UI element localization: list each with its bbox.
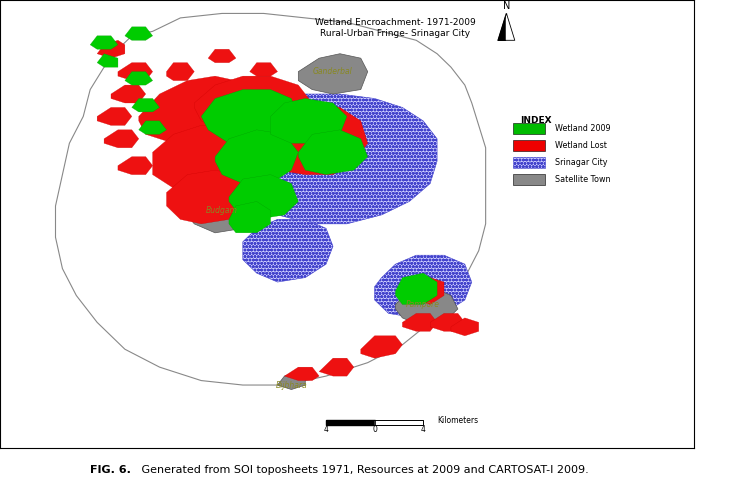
Polygon shape [250, 62, 278, 76]
Polygon shape [104, 130, 139, 148]
Polygon shape [125, 72, 153, 85]
Polygon shape [278, 371, 305, 390]
Text: Pampore: Pampore [407, 300, 440, 309]
Polygon shape [153, 125, 257, 192]
Polygon shape [326, 420, 374, 425]
Polygon shape [451, 318, 479, 336]
Polygon shape [229, 94, 437, 224]
Polygon shape [319, 358, 354, 376]
Polygon shape [97, 107, 132, 125]
Polygon shape [55, 13, 486, 385]
Polygon shape [284, 367, 319, 381]
Text: Generated from SOI toposheets 1971, Resources at 2009 and CARTOSAT-I 2009.: Generated from SOI toposheets 1971, Reso… [138, 465, 589, 475]
Polygon shape [166, 170, 250, 224]
Text: Srinagar City: Srinagar City [555, 158, 607, 167]
Polygon shape [271, 98, 347, 143]
Polygon shape [513, 174, 545, 185]
Text: 4: 4 [421, 425, 426, 434]
Polygon shape [298, 130, 368, 175]
Polygon shape [201, 90, 298, 143]
Polygon shape [229, 201, 271, 233]
Polygon shape [430, 313, 465, 331]
Polygon shape [97, 54, 118, 67]
Polygon shape [374, 255, 471, 318]
Polygon shape [229, 175, 298, 219]
Polygon shape [374, 420, 423, 425]
Polygon shape [507, 13, 515, 40]
Polygon shape [187, 188, 250, 233]
Text: Budgam: Budgam [206, 206, 238, 215]
Polygon shape [97, 40, 125, 58]
Polygon shape [194, 76, 313, 139]
Polygon shape [139, 76, 250, 143]
Polygon shape [513, 157, 545, 168]
Text: Wetland Lost: Wetland Lost [555, 141, 607, 150]
Polygon shape [513, 140, 545, 152]
Polygon shape [118, 62, 153, 81]
Polygon shape [498, 13, 507, 40]
Polygon shape [90, 36, 118, 49]
Text: Ganderbal: Ganderbal [313, 67, 353, 76]
Text: Wetland Encroachment- 1971-2009: Wetland Encroachment- 1971-2009 [315, 18, 476, 27]
Text: FIG. 6.: FIG. 6. [90, 465, 131, 475]
Polygon shape [166, 62, 194, 81]
Polygon shape [132, 98, 160, 112]
Polygon shape [395, 286, 458, 327]
Text: Satellite Town: Satellite Town [555, 175, 610, 184]
Polygon shape [139, 121, 166, 134]
Polygon shape [111, 85, 145, 103]
Text: Rural-Urban Fringe- Srinagar City: Rural-Urban Fringe- Srinagar City [320, 29, 471, 38]
Text: Kilometers: Kilometers [437, 416, 478, 425]
Text: Wetland 2009: Wetland 2009 [555, 124, 611, 133]
Polygon shape [416, 277, 444, 305]
Polygon shape [402, 313, 437, 331]
Text: Bijbhara: Bijbhara [275, 380, 307, 390]
Text: 4: 4 [324, 425, 328, 434]
Polygon shape [208, 49, 236, 62]
Polygon shape [361, 336, 402, 358]
Polygon shape [298, 54, 368, 94]
Polygon shape [513, 123, 545, 134]
Text: N: N [503, 1, 510, 11]
Polygon shape [243, 219, 333, 282]
Polygon shape [125, 27, 153, 40]
Polygon shape [395, 273, 437, 305]
Polygon shape [118, 156, 153, 175]
Text: INDEX: INDEX [521, 117, 552, 125]
Polygon shape [257, 103, 368, 175]
Polygon shape [215, 130, 298, 184]
Text: 0: 0 [372, 425, 377, 434]
